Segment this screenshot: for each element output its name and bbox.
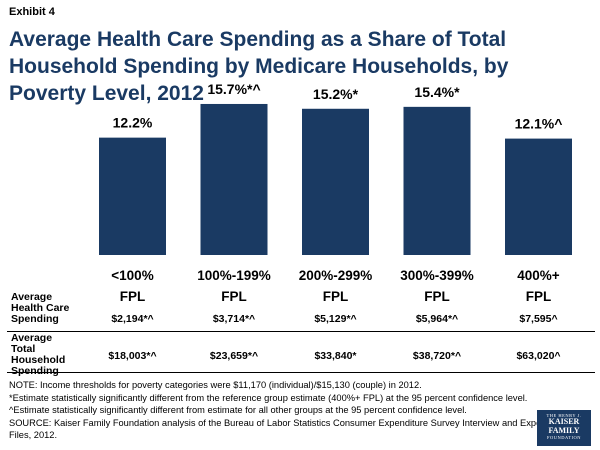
bar-5 bbox=[505, 138, 572, 255]
bar-2 bbox=[200, 103, 268, 255]
table-cell: $2,194*^ bbox=[111, 313, 154, 325]
table-cell: $23,659*^ bbox=[209, 350, 259, 362]
table-cell: $5,964*^ bbox=[415, 313, 459, 325]
row-label-line: Spending bbox=[11, 313, 59, 325]
table-cell: $7,595^ bbox=[519, 313, 558, 325]
note-income-thresholds: NOTE: Income thresholds for poverty cate… bbox=[9, 380, 422, 390]
row-label-line: Health Care bbox=[11, 302, 70, 314]
category-label-2-1: 100%-199% bbox=[197, 268, 271, 283]
table-row-label-2: Average Total Household Spending bbox=[11, 333, 65, 377]
logo-family-text: FAMILY bbox=[548, 425, 580, 435]
bar-1 bbox=[99, 137, 166, 255]
bar-chart: 12.2% <100% FPL 15.7%*^ 100%-199% FPL 15.2%* 20… bbox=[99, 81, 572, 304]
logo-foundation-text: FOUNDATION bbox=[547, 435, 581, 440]
category-label-3-1: 200%-299% bbox=[299, 268, 373, 283]
category-label-2-2: FPL bbox=[221, 289, 247, 304]
table-cell: $63,020^ bbox=[516, 350, 561, 362]
note-reference-significance: *Estimate statistically significantly di… bbox=[9, 392, 528, 403]
table-cell: $5,129*^ bbox=[314, 313, 357, 325]
row-label-line: Average bbox=[11, 291, 53, 303]
note-source: SOURCE: Kaiser Family Foundation analysi… bbox=[9, 417, 557, 428]
row-label-line: Household bbox=[11, 354, 66, 366]
table-row-label-1: Average Health Care Spending bbox=[11, 292, 69, 325]
exhibit-label: Exhibit 4 bbox=[9, 6, 55, 18]
data-label-5: 12.1%^ bbox=[515, 116, 563, 132]
table-cell: $3,714*^ bbox=[212, 313, 256, 325]
logo-kaiser-text: KAISER bbox=[548, 417, 580, 426]
row-label-line: Average bbox=[11, 332, 53, 344]
data-label-3: 15.2%* bbox=[313, 86, 359, 102]
table-cell: $18,003*^ bbox=[108, 350, 157, 362]
row-label-line: Total bbox=[11, 343, 36, 355]
note-source-cont: Files, 2012. bbox=[9, 430, 58, 440]
table-cell: $38,720*^ bbox=[412, 350, 462, 362]
data-label-4: 15.4%* bbox=[414, 84, 460, 100]
chart-notes: NOTE: Income thresholds for poverty cate… bbox=[9, 379, 557, 442]
bar-4 bbox=[403, 106, 471, 256]
logo-top-text: THE HENRY J. bbox=[546, 413, 582, 418]
category-label-3-2: FPL bbox=[323, 289, 349, 304]
category-label-5-1: 400%+ bbox=[517, 268, 560, 283]
bar-3 bbox=[302, 108, 369, 255]
category-label-1-1: <100% bbox=[111, 268, 153, 283]
table-divider bbox=[7, 372, 595, 373]
note-group-significance: ^Estimate statistically significantly di… bbox=[9, 405, 467, 415]
data-label-1: 12.2% bbox=[113, 115, 153, 131]
data-label-2: 15.7%*^ bbox=[207, 81, 260, 97]
category-label-1-2: FPL bbox=[120, 289, 146, 304]
kff-logo: THE HENRY J. KAISER FAMILY FOUNDATION bbox=[537, 410, 591, 446]
category-label-5-2: FPL bbox=[526, 289, 552, 304]
category-label-4-2: FPL bbox=[424, 289, 450, 304]
table-cell: $33,840* bbox=[314, 350, 357, 362]
table-divider bbox=[7, 331, 595, 332]
chart-title: Average Health Care Spending as a Share … bbox=[9, 28, 509, 105]
category-label-4-1: 300%-399% bbox=[400, 268, 474, 283]
row-label-line: Spending bbox=[11, 365, 59, 377]
